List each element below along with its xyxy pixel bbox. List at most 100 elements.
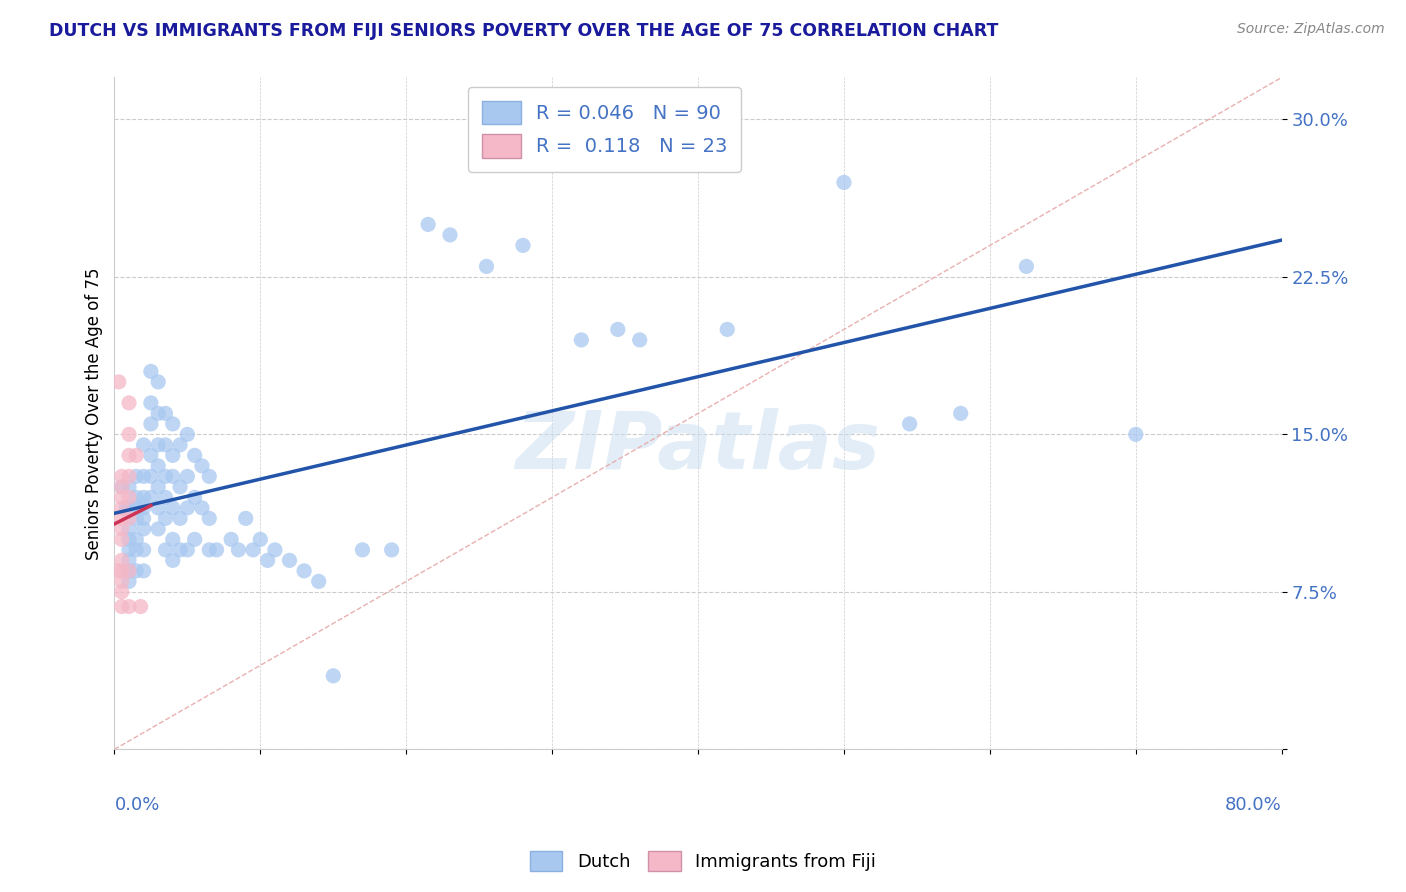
Point (111, 522, 134, 536)
Point (125, 469, 148, 483)
Point (235, 511, 257, 525)
Point (118, 564, 141, 578)
Point (512, 238, 534, 252)
Point (832, 176, 855, 190)
Point (111, 491, 134, 505)
Point (628, 333, 651, 347)
Point (148, 458, 170, 473)
Point (183, 533, 205, 547)
Point (176, 427, 198, 442)
Text: 0.0%: 0.0% (114, 796, 160, 814)
Point (183, 449, 205, 463)
Point (132, 500, 155, 515)
Point (139, 364, 162, 378)
Point (118, 564, 141, 578)
Point (198, 511, 221, 525)
Point (118, 542, 141, 557)
Point (176, 500, 198, 515)
Point (118, 500, 141, 515)
Point (606, 322, 628, 336)
Point (118, 396, 141, 410)
Point (169, 480, 191, 494)
Point (228, 542, 250, 557)
Y-axis label: Seniors Poverty Over the Age of 75: Seniors Poverty Over the Age of 75 (86, 267, 103, 559)
Point (169, 511, 191, 525)
Point (169, 438, 191, 452)
Point (111, 500, 134, 515)
Point (107, 375, 129, 389)
Point (118, 491, 141, 505)
Point (198, 542, 221, 557)
Point (162, 500, 184, 515)
Point (148, 375, 170, 389)
Point (111, 574, 134, 589)
Point (111, 469, 134, 483)
Point (155, 406, 177, 420)
Point (1125, 427, 1147, 442)
Point (176, 469, 198, 483)
Point (198, 469, 221, 483)
Point (111, 553, 134, 567)
Point (132, 438, 155, 452)
Point (132, 491, 155, 505)
Point (115, 500, 138, 515)
Point (352, 542, 374, 557)
Point (716, 322, 738, 336)
Point (139, 491, 162, 505)
Legend: R = 0.046   N = 90, R =  0.118   N = 23: R = 0.046 N = 90, R = 0.118 N = 23 (468, 87, 741, 171)
Point (132, 564, 155, 578)
Point (118, 480, 141, 494)
Point (205, 542, 228, 557)
Point (162, 449, 184, 463)
Point (111, 564, 134, 578)
Point (118, 553, 141, 567)
Point (132, 469, 155, 483)
Text: Source: ZipAtlas.com: Source: ZipAtlas.com (1237, 22, 1385, 37)
Point (139, 469, 162, 483)
Point (111, 585, 134, 599)
Point (118, 599, 141, 614)
Point (125, 564, 148, 578)
Point (242, 542, 264, 557)
Point (148, 406, 170, 420)
Point (176, 542, 198, 557)
Text: 80.0%: 80.0% (1225, 796, 1282, 814)
Point (162, 553, 184, 567)
Point (569, 333, 592, 347)
Point (125, 491, 148, 505)
Point (162, 417, 184, 431)
Point (169, 542, 191, 557)
Point (155, 511, 177, 525)
Legend: Dutch, Immigrants from Fiji: Dutch, Immigrants from Fiji (523, 844, 883, 879)
Point (155, 491, 177, 505)
Point (125, 533, 148, 547)
Point (125, 511, 148, 525)
Point (118, 511, 141, 525)
Point (381, 542, 404, 557)
Point (118, 469, 141, 483)
Point (118, 427, 141, 442)
Point (118, 574, 141, 589)
Point (148, 500, 170, 515)
Point (132, 542, 155, 557)
Point (191, 500, 214, 515)
Point (475, 260, 498, 274)
Point (162, 469, 184, 483)
Point (1015, 260, 1038, 274)
Point (264, 542, 287, 557)
Point (148, 480, 170, 494)
Point (162, 533, 184, 547)
Point (439, 227, 461, 242)
Point (155, 542, 177, 557)
Text: ZIPatlas: ZIPatlas (516, 408, 880, 486)
Point (125, 542, 148, 557)
Point (107, 564, 129, 578)
Point (898, 417, 921, 431)
Point (308, 574, 330, 589)
Point (118, 522, 141, 536)
Point (278, 553, 301, 567)
Point (155, 438, 177, 452)
Point (139, 396, 162, 410)
Point (416, 218, 439, 232)
Point (322, 669, 344, 683)
